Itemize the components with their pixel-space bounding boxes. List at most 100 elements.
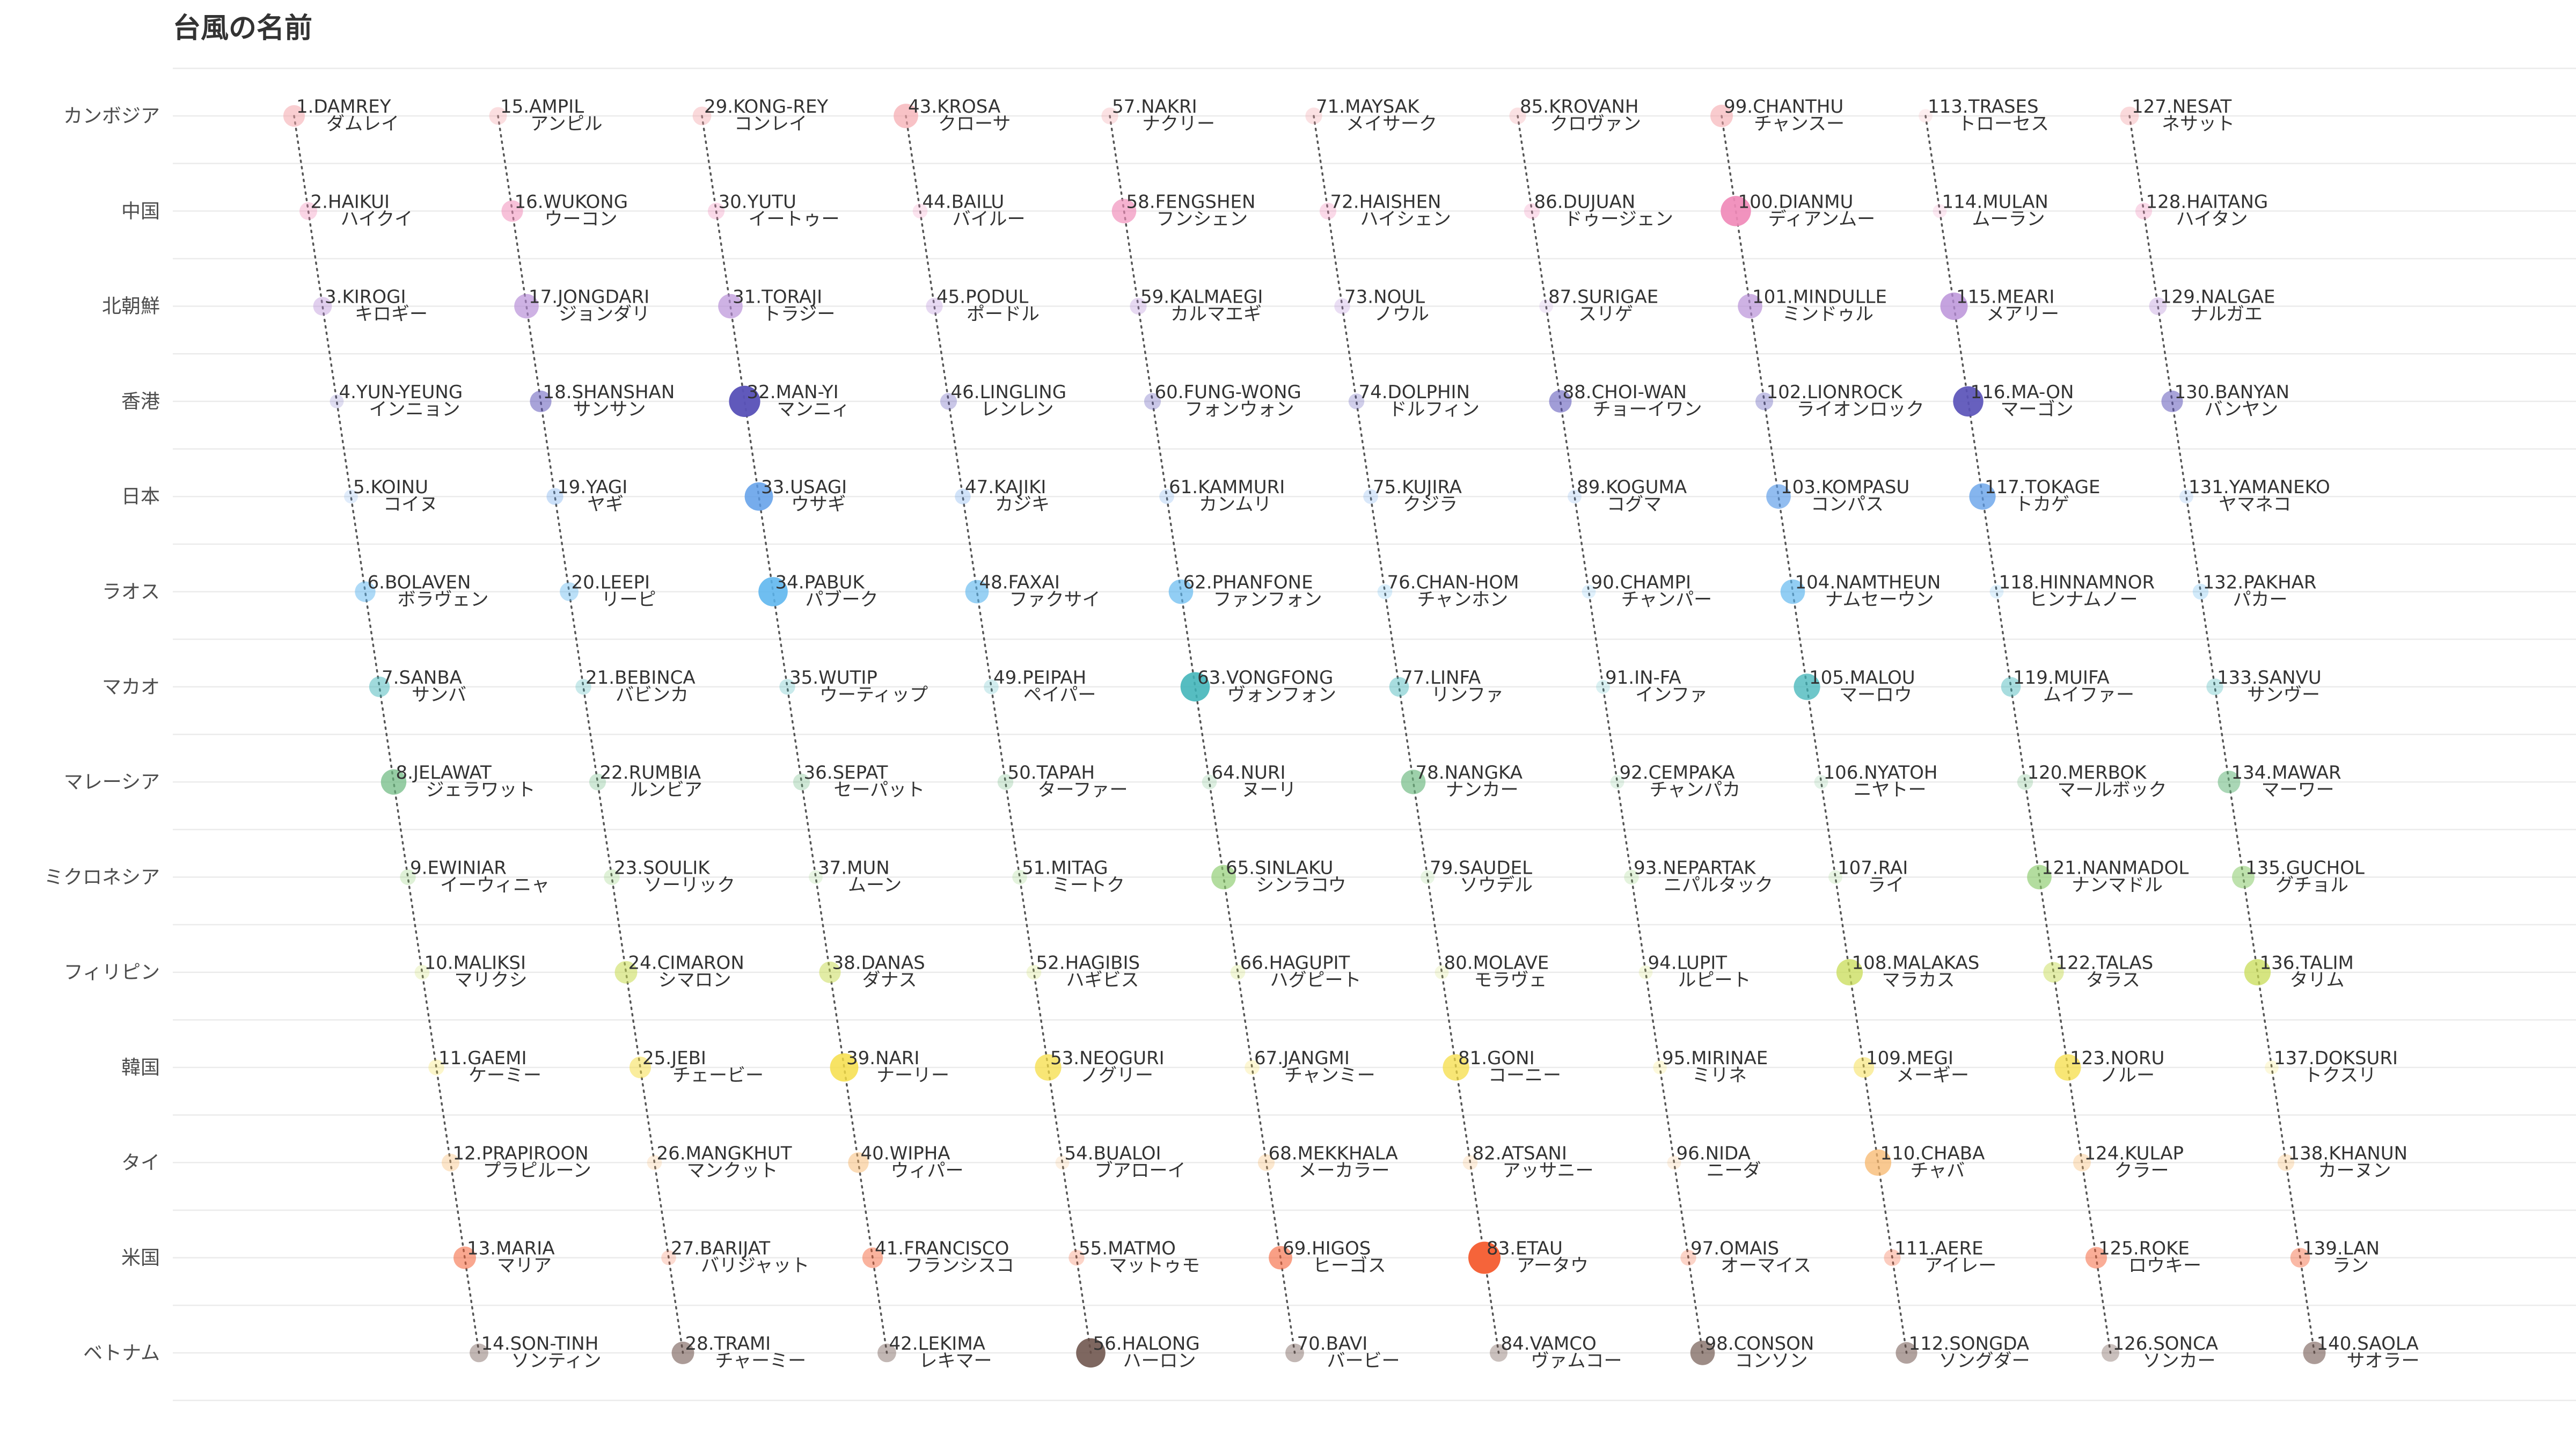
typhoon-label-jp: ナーリー [876,1065,949,1086]
typhoon-label-en: 69.HIGOS [1283,1238,1371,1260]
typhoon-label-jp: モラヴェ [1474,970,1547,991]
typhoon-label-jp: トローセス [1958,113,2049,135]
typhoon-label-jp: ロウキー [2128,1255,2201,1277]
typhoon-label-jp: ナンカー [1446,779,1519,801]
typhoon-label-jp: クラー [2114,1160,2169,1181]
typhoon-point [2232,866,2255,889]
typhoon-point [1864,1149,1892,1176]
typhoon-label-jp: ハグピート [1270,970,1362,991]
typhoon-label-en: 51.MITAG [1022,857,1108,879]
typhoon-label-en: 23.SOULIK [614,857,711,879]
typhoon-point [940,393,957,410]
typhoon-point [1884,1249,1901,1267]
typhoon-label-jp: ヤマネコ [2219,494,2291,515]
typhoon-point [1111,199,1137,224]
typhoon-label-jp: イートゥー [749,208,840,230]
typhoon-point [369,676,390,698]
typhoon-label-en: 12.PRAPIROON [453,1143,589,1164]
sequence-paths [293,115,2316,1354]
typhoon-label-jp: マンニィ [777,399,850,420]
typhoon-label-jp: イーウィニャ [440,874,550,896]
typhoon-label-jp: ナンマドル [2072,874,2163,896]
typhoon-label-jp: ルンビア [630,779,702,801]
typhoon-label-en: 66.HAGUPIT [1240,953,1350,974]
typhoon-label-jp: ジョンダリ [559,304,650,325]
typhoon-point [1814,775,1828,789]
typhoon-label-jp: ナルガエ [2190,304,2263,325]
typhoon-point [2073,1153,2091,1172]
typhoon-label-jp: スリゲ [1578,304,1633,325]
typhoon-label-en: 53.NEOGURI [1050,1048,1165,1069]
typhoon-label-en: 28.TRAMI [685,1333,771,1355]
typhoon-label-en: 2.HAIKUI [311,191,390,213]
sequence-path [1109,115,1296,1354]
typhoon-point [1836,959,1863,986]
typhoon-point [707,202,725,219]
typhoon-label-en: 121.NANMADOL [2041,857,2189,879]
typhoon-label-jp: コンソン [1735,1350,1808,1372]
typhoon-point [2192,583,2209,600]
typhoon-label-en: 71.MAYSAK [1316,96,1420,118]
typhoon-label-jp: ルピート [1678,970,1751,991]
typhoon-label-jp: クロヴァン [1550,113,1641,135]
typhoon-label-jp: ヤギ [587,494,624,515]
typhoon-label-jp: コンレイ [734,113,807,135]
typhoon-point [848,1152,869,1173]
typhoon-point [1055,1155,1070,1170]
typhoon-point [1012,869,1027,885]
typhoon-label-jp: ヴァムコー [1531,1350,1622,1372]
typhoon-label-en: 48.FAXAI [979,572,1060,594]
typhoon-label-jp: ポードル [967,304,1040,325]
typhoon-label-jp: ハギビス [1066,970,1139,991]
typhoon-point [997,774,1014,790]
typhoon-label-jp: ソーリック [644,874,735,896]
typhoon-label-en: 112.SONGDA [1909,1333,2030,1355]
typhoon-label-jp: リーピ [602,589,656,611]
typhoon-label-jp: コーニー [1488,1065,1561,1086]
typhoon-point [2179,489,2193,504]
typhoon-point [830,1053,859,1082]
typhoon-label-en: 17.JONGDARI [529,287,649,308]
typhoon-point [2120,106,2139,126]
typhoon-label-en: 81.GONI [1458,1048,1535,1069]
typhoon-label-jp: サンサン [573,399,646,420]
typhoon-label-en: 57.NAKRI [1112,96,1197,118]
y-tick-label: マレーシア [64,771,160,793]
typhoon-label-en: 65.SINLAKU [1226,857,1333,879]
typhoon-label-en: 31.TORAJI [733,287,822,308]
typhoon-point [501,200,523,222]
typhoon-point [1069,1249,1085,1266]
typhoon-label-en: 58.FENGSHEN [1126,191,1256,213]
typhoon-point [2277,1154,2295,1171]
typhoon-point [692,106,712,126]
typhoon-point [1624,869,1639,885]
typhoon-label-jp: マットゥモ [1109,1255,1200,1277]
typhoon-point [1969,483,1996,510]
typhoon-label-jp: トラジー [763,304,835,325]
typhoon-label-en: 120.MERBOK [2028,762,2148,784]
typhoon-label-en: 131.YAMANEKO [2189,477,2330,498]
typhoon-label-jp: サオラー [2347,1350,2420,1372]
typhoon-label-jp: ムーラン [1972,208,2045,230]
typhoon-point [718,294,743,319]
y-axis-labels: カンボジア中国北朝鮮香港日本ラオスマカオマレーシアミクロネシアフィリピン韓国タイ… [44,105,160,1364]
typhoon-label-en: 56.HALONG [1093,1333,1200,1355]
typhoon-point [1377,584,1393,599]
typhoon-label-en: 3.KIROGI [325,287,406,308]
typhoon-point [1319,202,1337,219]
typhoon-label-jp: シンラコウ [1256,874,1346,896]
typhoon-point [299,202,317,220]
typhoon-label-en: 7.SANBA [382,667,462,689]
typhoon-label-jp: マールボック [2058,779,2167,801]
typhoon-label-en: 97.OMAIS [1690,1238,1779,1260]
typhoon-label-en: 44.BAILU [923,191,1005,213]
typhoon-point [926,298,943,315]
typhoon-point [2001,677,2021,697]
typhoon-label-en: 123.NORU [2070,1048,2164,1069]
typhoon-label-jp: ブアローイ [1095,1160,1186,1181]
typhoon-point [2265,1060,2279,1074]
typhoon-label-en: 50.TAPAH [1008,762,1095,784]
typhoon-label-en: 122.TALAS [2056,953,2154,974]
typhoon-point [1940,292,1968,320]
typhoon-point [1610,775,1624,789]
